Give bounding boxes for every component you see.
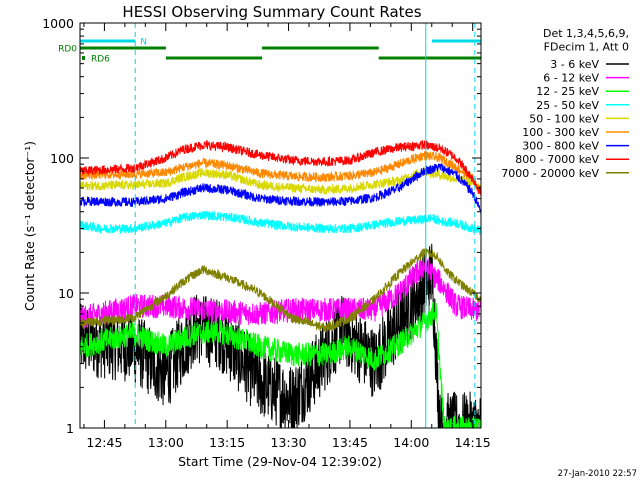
legend-header-0: Det 1,3,4,5,6,9, <box>543 27 629 40</box>
series-100-300-kev <box>80 150 481 195</box>
legend-label-50-100-kev: 50 - 100 keV <box>529 112 599 125</box>
flag-label-rd0: RD0 <box>58 45 77 55</box>
legend-label-3-6-kev: 3 - 6 keV <box>550 58 599 71</box>
series-line-800-7000-kev <box>80 139 481 196</box>
y-tick-label-0: 1 <box>66 421 74 436</box>
x-tick-label-3: 13:30 <box>271 435 307 450</box>
series-25-50-kev <box>80 210 481 235</box>
series-line-7000-20000-kev <box>80 248 481 332</box>
legend-label-6-12-kev: 6 - 12 keV <box>543 72 599 85</box>
axes: 1 10 100 1000 12:45 13:00 13:15 13:30 13:45 14:00… <box>42 16 491 450</box>
legend-label-800-7000-kev: 800 - 7000 keV <box>515 153 599 166</box>
series-line-100-300-kev <box>80 150 481 195</box>
series-800-7000-kev <box>80 139 481 196</box>
y-tick-label-1: 10 <box>58 286 74 301</box>
series-12-25-kev <box>80 298 481 428</box>
flag-label-rd6: RD6 <box>91 55 110 65</box>
plot-area <box>80 23 481 428</box>
x-tick-label-5: 14:00 <box>393 435 429 450</box>
legend-label-300-800-kev: 300 - 800 keV <box>522 140 599 153</box>
x-tick-label-2: 13:15 <box>209 435 245 450</box>
series-6-12-kev <box>80 256 481 330</box>
flags-layer: N RD0 RD6 <box>58 38 481 65</box>
series-line-25-50-kev <box>80 210 481 235</box>
x-tick-label-1: 13:00 <box>148 435 184 450</box>
legend-label-25-50-kev: 25 - 50 keV <box>536 99 599 112</box>
render-timestamp: 27-Jan-2010 22:57 <box>558 469 637 479</box>
flag-marker-rd6 <box>82 56 85 60</box>
series-line-6-12-kev <box>80 256 481 330</box>
series-line-12-25-kev <box>80 298 481 428</box>
legend-label-100-300-kev: 100 - 300 keV <box>522 126 599 139</box>
y-tick-label-2: 100 <box>50 151 74 166</box>
y-tick-label-3: 1000 <box>42 16 74 31</box>
legend-label-7000-20000-kev: 7000 - 20000 keV <box>501 167 599 180</box>
legend-header-1: FDecim 1, Att 0 <box>544 41 629 54</box>
flag-label-n: N <box>140 38 147 48</box>
plot-frame <box>79 22 482 429</box>
series-line-300-800-kev <box>80 163 481 216</box>
x-tick-label-0: 12:45 <box>86 435 122 450</box>
series-7000-20000-kev <box>80 248 481 332</box>
y-axis-label: Count Rate (s⁻¹ detector⁻¹) <box>22 141 37 311</box>
legend: Det 1,3,4,5,6,9,FDecim 1, Att 0 3 - 6 keV… <box>501 27 629 180</box>
x-tick-label-4: 13:45 <box>332 435 368 450</box>
legend-label-12-25-kev: 12 - 25 keV <box>536 85 599 98</box>
chart-title: HESSI Observing Summary Count Rates <box>122 3 421 21</box>
x-axis-label: Start Time (29-Nov-04 12:39:02) <box>178 454 382 469</box>
x-tick-label-6: 14:15 <box>455 435 491 450</box>
series-300-800-kev <box>80 163 481 216</box>
